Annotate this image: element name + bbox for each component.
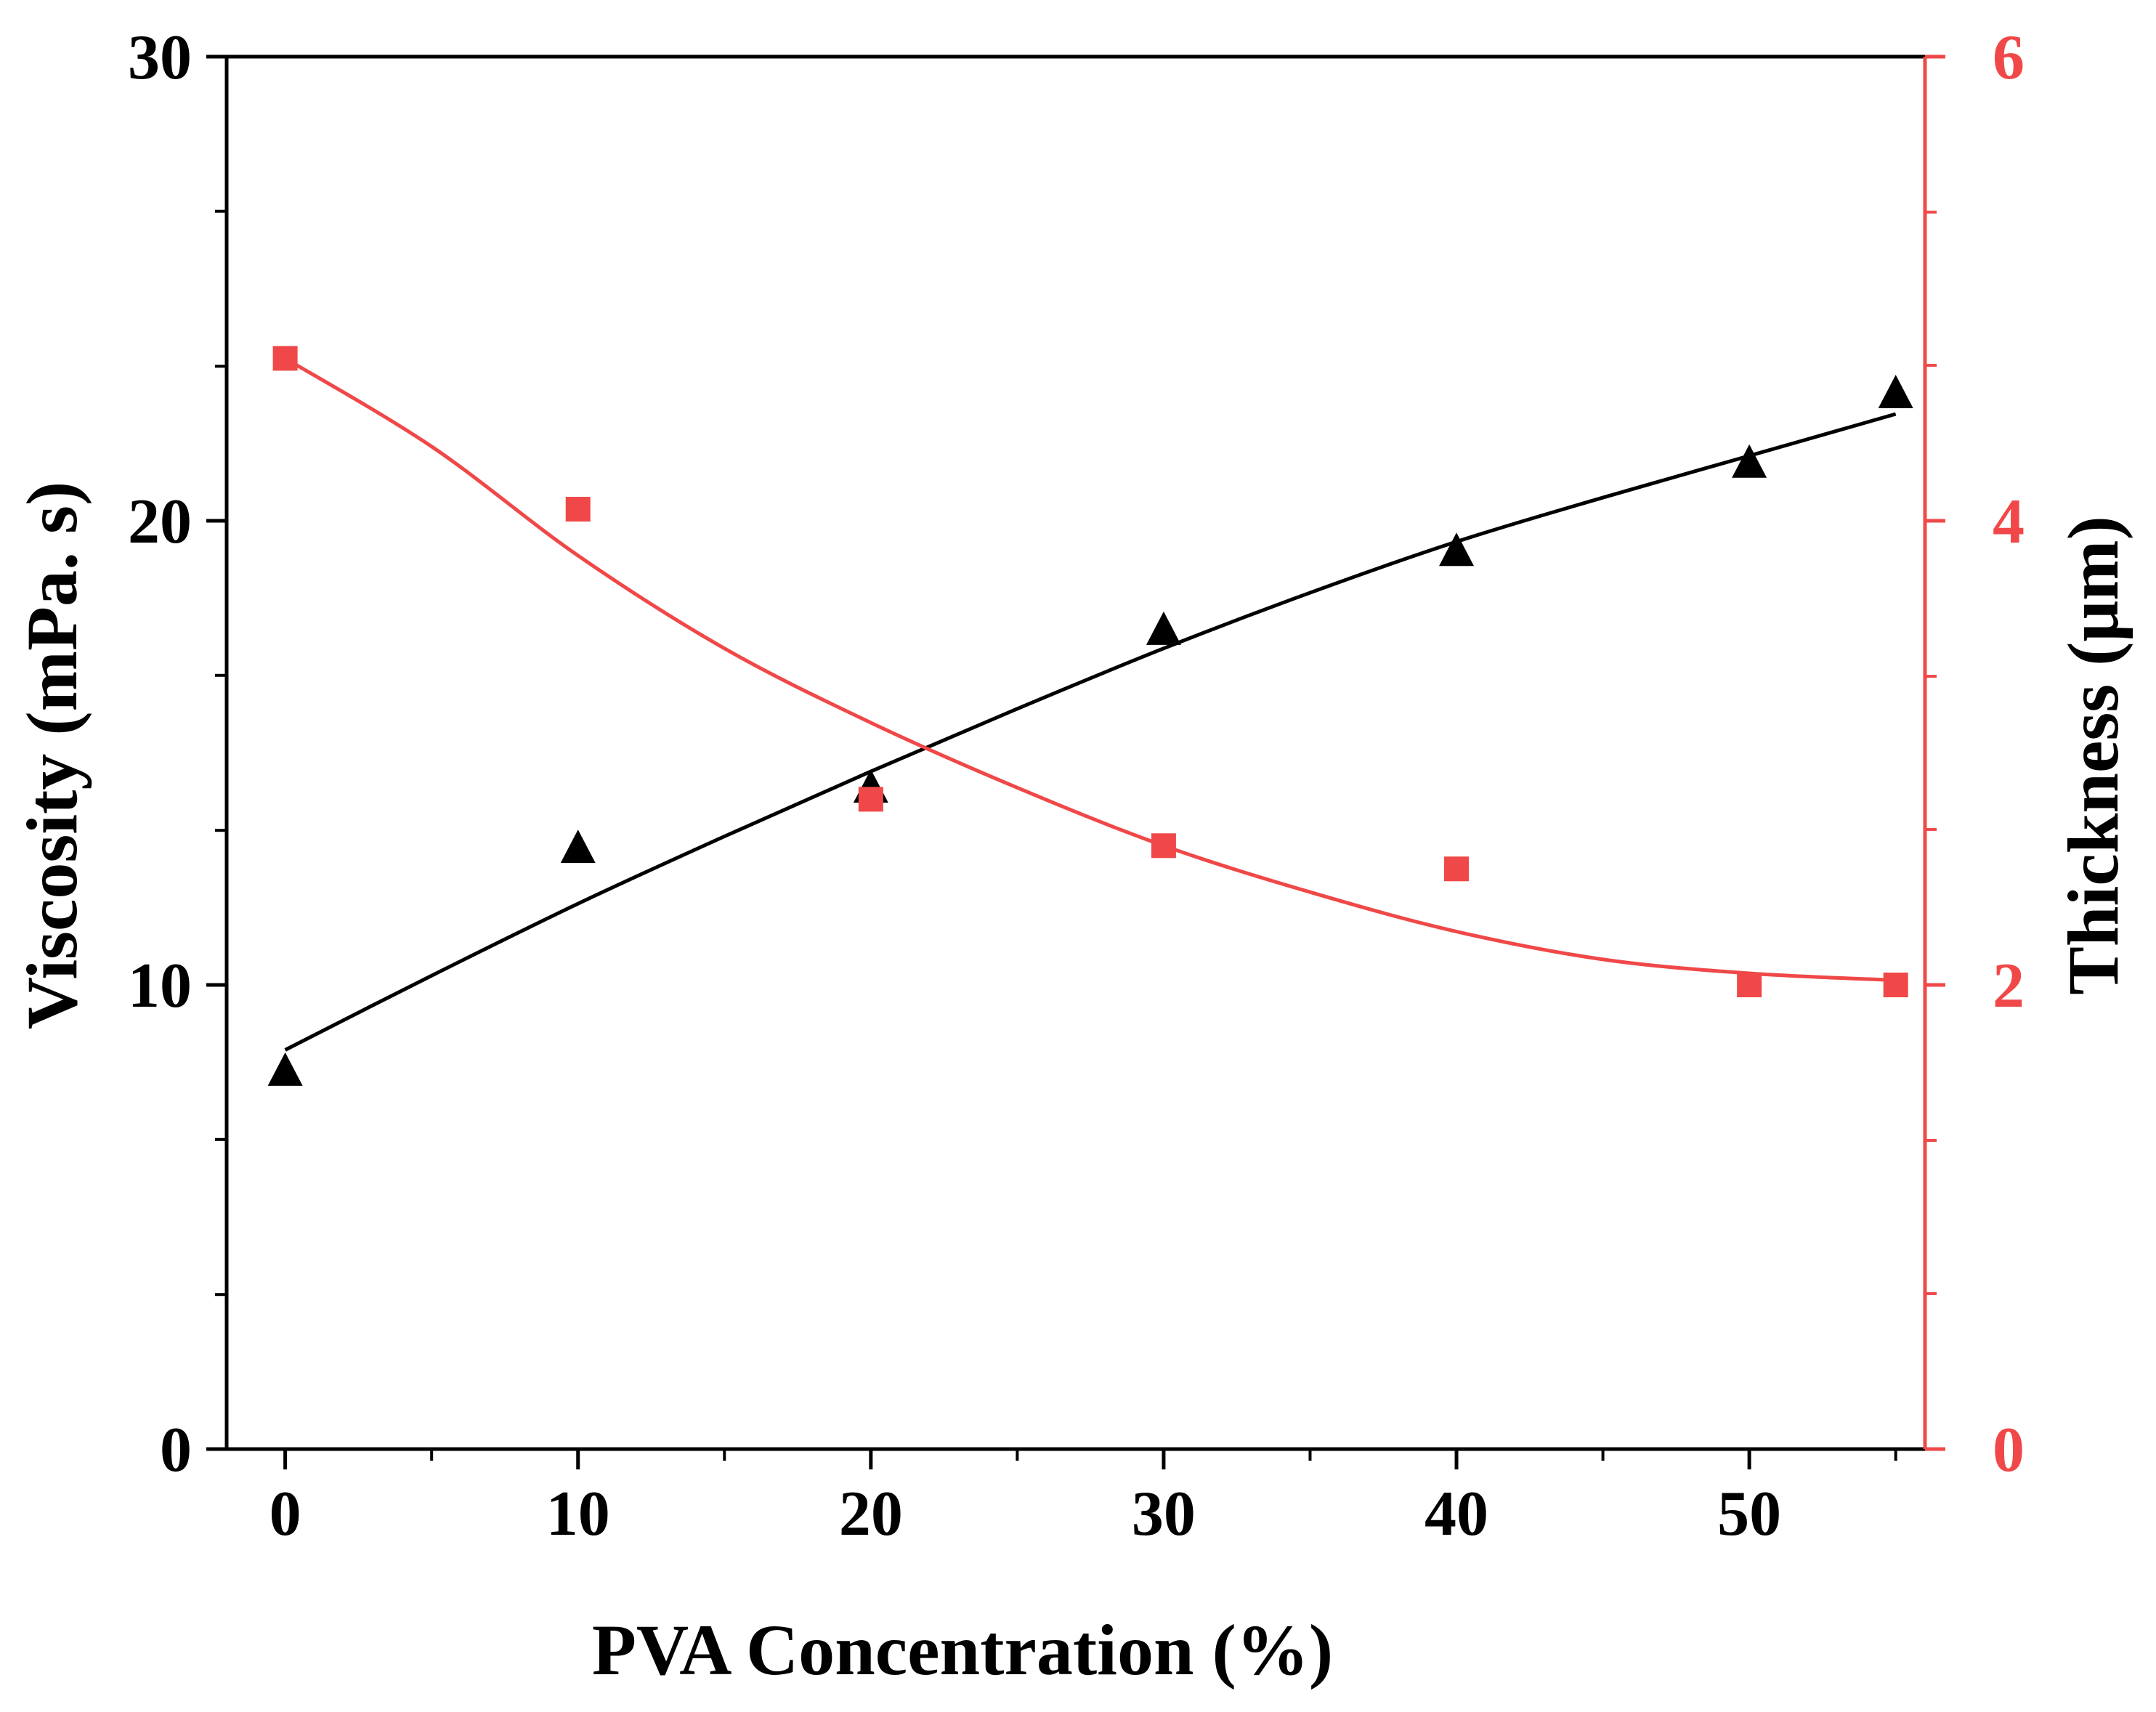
x-tick-label: 50 (1717, 1479, 1781, 1549)
thickness-point (1883, 973, 1908, 997)
viscosity-point (267, 1052, 303, 1086)
thickness-point (272, 346, 298, 371)
y-left-tick-label: 0 (160, 1415, 192, 1485)
viscosity-point (560, 829, 596, 864)
y-axis-right-label: Thickness (μm) (2053, 516, 2133, 995)
thickness-point (858, 787, 883, 812)
series-layer (267, 346, 1913, 1086)
x-tick-label: 20 (839, 1479, 903, 1549)
y-right-tick-label: 4 (1993, 487, 2025, 557)
x-tick-label: 0 (270, 1479, 301, 1549)
viscosity-fit-curve (284, 412, 1897, 1052)
x-tick-label: 10 (546, 1479, 610, 1549)
y-right-tick-label: 6 (1993, 23, 2025, 93)
thickness-fit-curve (284, 357, 1896, 983)
plot-frame (224, 54, 1927, 1451)
x-axis-label: PVA Concentration (%) (592, 1610, 1333, 1690)
y-right-tick-label: 2 (1993, 951, 2025, 1021)
thickness-point (1444, 856, 1470, 882)
viscosity-point (1146, 611, 1181, 645)
thickness-point (1737, 973, 1762, 997)
viscosity-point (1878, 374, 1913, 408)
y-left-tick-label: 10 (128, 951, 192, 1021)
y-right-tick-label: 0 (1993, 1415, 2025, 1485)
y-left-tick-label: 30 (128, 23, 192, 93)
x-tick-label: 30 (1132, 1479, 1196, 1549)
x-axis: 0 10 20 30 40 50 (270, 1449, 1897, 1549)
viscosity-point (1439, 532, 1475, 567)
viscosity-point (1732, 444, 1767, 478)
y-axis-right: 0 2 4 6 (1925, 23, 2025, 1485)
x-tick-label: 40 (1424, 1479, 1488, 1549)
y-axis-left-label: Viscosity (mPa. s) (12, 482, 92, 1030)
y-axis-left: 0 10 20 30 (128, 23, 227, 1485)
y-left-tick-label: 20 (128, 487, 192, 557)
thickness-point (1151, 833, 1176, 859)
thickness-point (565, 497, 591, 522)
